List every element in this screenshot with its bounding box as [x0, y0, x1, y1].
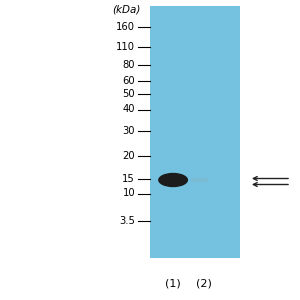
Text: (2): (2) — [196, 279, 212, 289]
Bar — [150, 6, 240, 258]
Text: 40: 40 — [122, 104, 135, 115]
Text: 3.5: 3.5 — [119, 215, 135, 226]
Bar — [190, 178, 208, 182]
Text: 110: 110 — [116, 41, 135, 52]
Text: 20: 20 — [122, 151, 135, 161]
Text: 30: 30 — [122, 125, 135, 136]
Text: 60: 60 — [122, 76, 135, 86]
Text: 160: 160 — [116, 22, 135, 32]
Text: 80: 80 — [122, 59, 135, 70]
Text: (kDa): (kDa) — [112, 4, 141, 14]
Text: 15: 15 — [122, 173, 135, 184]
Ellipse shape — [158, 173, 188, 187]
Text: (1): (1) — [165, 279, 180, 289]
Text: 10: 10 — [122, 188, 135, 199]
Text: 50: 50 — [122, 89, 135, 100]
